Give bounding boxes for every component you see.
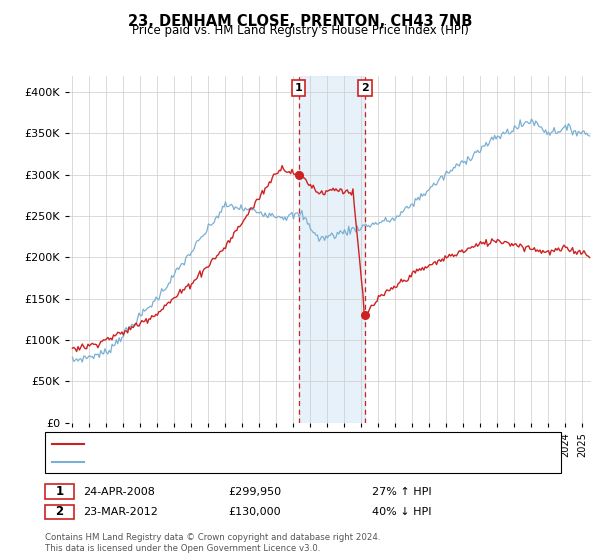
Text: 27% ↑ HPI: 27% ↑ HPI (372, 487, 431, 497)
Text: HPI: Average price, detached house, Wirral: HPI: Average price, detached house, Wirr… (90, 457, 314, 466)
Text: 23-MAR-2012: 23-MAR-2012 (83, 507, 158, 517)
Text: 24-APR-2008: 24-APR-2008 (83, 487, 155, 497)
Text: 23, DENHAM CLOSE, PRENTON, CH43 7NB (detached house): 23, DENHAM CLOSE, PRENTON, CH43 7NB (det… (90, 439, 404, 449)
Text: 2: 2 (361, 83, 369, 93)
Bar (299, 76, 365, 423)
Text: 1: 1 (55, 485, 64, 498)
Text: 1: 1 (295, 83, 302, 93)
Text: Contains HM Land Registry data © Crown copyright and database right 2024.
This d: Contains HM Land Registry data © Crown c… (45, 533, 380, 553)
Text: 40% ↓ HPI: 40% ↓ HPI (372, 507, 431, 517)
Text: 2: 2 (55, 505, 64, 519)
Text: £299,950: £299,950 (228, 487, 281, 497)
Text: Price paid vs. HM Land Registry's House Price Index (HPI): Price paid vs. HM Land Registry's House … (131, 24, 469, 37)
Text: £130,000: £130,000 (228, 507, 281, 517)
Text: 23, DENHAM CLOSE, PRENTON, CH43 7NB: 23, DENHAM CLOSE, PRENTON, CH43 7NB (128, 14, 472, 29)
